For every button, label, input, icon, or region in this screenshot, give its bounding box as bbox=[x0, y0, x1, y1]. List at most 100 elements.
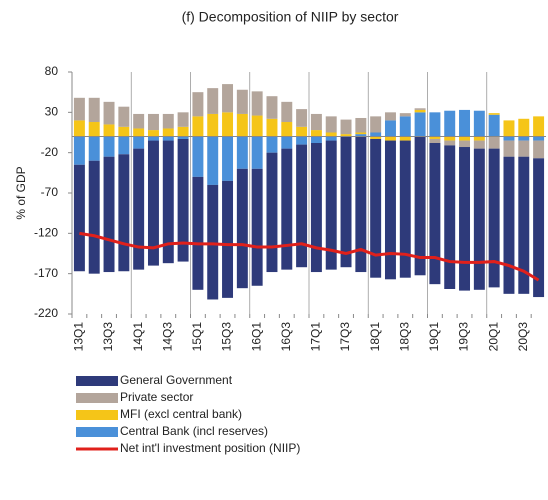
bar-segment bbox=[296, 126, 308, 137]
bar-segment bbox=[207, 136, 219, 185]
bar-segment bbox=[236, 136, 248, 169]
bar-segment bbox=[251, 136, 263, 169]
bar-segment bbox=[399, 116, 411, 137]
bar-segment bbox=[147, 130, 159, 137]
x-tick-label: 18Q3 bbox=[397, 322, 411, 352]
bar-segment bbox=[429, 142, 441, 285]
legend-swatch bbox=[76, 427, 118, 437]
bar-segment bbox=[73, 164, 85, 272]
x-tick-label: 19Q3 bbox=[457, 322, 471, 352]
y-tick-label: 80 bbox=[45, 64, 59, 78]
bar-segment bbox=[296, 136, 308, 145]
bar-segment bbox=[192, 116, 204, 137]
bar-segment bbox=[310, 130, 322, 137]
bar-segment bbox=[384, 140, 396, 280]
bar-segment bbox=[444, 110, 456, 137]
bar-segment bbox=[162, 113, 174, 129]
y-tick-label: -220 bbox=[34, 306, 58, 320]
bar-segment bbox=[147, 113, 159, 131]
bar-segment bbox=[488, 148, 500, 288]
bar-segment bbox=[503, 120, 515, 137]
x-tick-label: 17Q3 bbox=[338, 322, 352, 352]
bar-segment bbox=[488, 114, 500, 137]
legend-label: Central Bank (incl reserves) bbox=[120, 424, 268, 438]
bar-segment bbox=[340, 119, 352, 135]
bar-segment bbox=[192, 136, 204, 177]
y-tick-label: 30 bbox=[45, 105, 59, 119]
bar-segment bbox=[429, 136, 441, 139]
bar-segment bbox=[103, 156, 115, 273]
bar-segment bbox=[236, 168, 248, 289]
bar-segment bbox=[207, 88, 219, 114]
bar-segment bbox=[133, 128, 145, 137]
x-tick-label: 14Q3 bbox=[160, 322, 174, 352]
x-tick-label: 20Q3 bbox=[516, 322, 530, 352]
bar-segment bbox=[177, 112, 189, 127]
bar-segment bbox=[177, 136, 189, 139]
bar-segment bbox=[414, 108, 426, 110]
bar-segment bbox=[429, 112, 441, 137]
x-tick-label: 15Q1 bbox=[190, 322, 204, 352]
bar-segment bbox=[459, 109, 471, 137]
bar-segment bbox=[118, 136, 130, 155]
bar-segment bbox=[222, 84, 234, 113]
bar-segment bbox=[88, 122, 100, 137]
bar-segment bbox=[310, 113, 322, 131]
bar-segment bbox=[103, 124, 115, 137]
x-tick-label: 20Q1 bbox=[486, 322, 500, 352]
bar-segment bbox=[518, 118, 530, 137]
x-tick-label: 14Q1 bbox=[131, 322, 145, 352]
bar-segment bbox=[266, 136, 278, 153]
x-tick-label: 19Q1 bbox=[427, 322, 441, 352]
bar-segment bbox=[147, 136, 159, 141]
bar-segment bbox=[384, 136, 396, 141]
bar-segment bbox=[325, 136, 337, 141]
bar-segment bbox=[162, 136, 174, 141]
bar-segment bbox=[340, 136, 352, 268]
bar-segment bbox=[355, 136, 367, 273]
bar-segment bbox=[296, 109, 308, 127]
bar-segment bbox=[310, 142, 322, 273]
bar-segment bbox=[266, 118, 278, 137]
bar-segment bbox=[414, 136, 426, 276]
bar-segment bbox=[384, 112, 396, 121]
bar-segment bbox=[414, 109, 426, 113]
bar-segment bbox=[355, 132, 367, 135]
bar-segment bbox=[355, 134, 367, 137]
bar-segment bbox=[118, 106, 130, 127]
bar-segment bbox=[384, 120, 396, 137]
bar-segment bbox=[414, 112, 426, 137]
bar-segment bbox=[133, 113, 145, 129]
bar-segment bbox=[429, 138, 441, 143]
bar-segment bbox=[177, 126, 189, 137]
bar-segment bbox=[399, 113, 411, 117]
legend-swatch bbox=[76, 410, 118, 420]
bar-segment bbox=[207, 184, 219, 300]
bar-segment bbox=[88, 136, 100, 161]
bar-segment bbox=[518, 140, 530, 157]
bar-segment bbox=[133, 148, 145, 270]
bar-segment bbox=[533, 116, 545, 137]
bar-segment bbox=[222, 136, 234, 181]
bar-segment bbox=[488, 136, 500, 149]
bar-segment bbox=[133, 136, 145, 149]
legend-label: Net int'l investment position (NIIP) bbox=[120, 441, 300, 455]
bar-segment bbox=[162, 128, 174, 137]
bar-segment bbox=[533, 140, 545, 159]
bar-segment bbox=[73, 97, 85, 121]
bar-segment bbox=[88, 160, 100, 274]
legend-label: General Government bbox=[120, 373, 233, 387]
y-tick-label: -170 bbox=[34, 266, 58, 280]
bar-segment bbox=[88, 97, 100, 123]
bar-segment bbox=[281, 136, 293, 149]
x-tick-label: 13Q1 bbox=[72, 322, 86, 352]
bar-segment bbox=[533, 158, 545, 298]
y-tick-label: -20 bbox=[41, 145, 59, 159]
x-tick-label: 18Q1 bbox=[368, 322, 382, 352]
bar-segment bbox=[340, 134, 352, 137]
bar-segment bbox=[296, 144, 308, 268]
bar-segment bbox=[459, 147, 471, 291]
bar-segment bbox=[73, 120, 85, 137]
bar-segment bbox=[488, 113, 500, 115]
